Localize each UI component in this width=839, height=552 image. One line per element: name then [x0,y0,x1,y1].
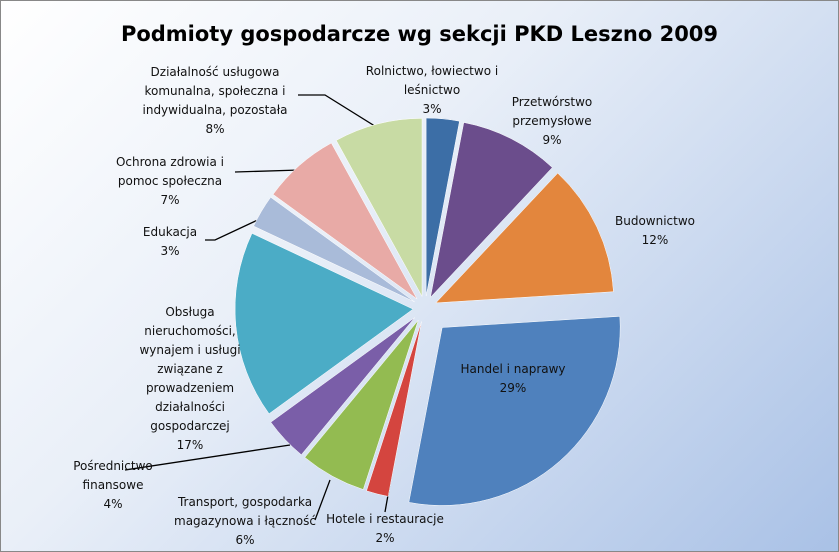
leader-line [314,479,331,521]
category-label: Działalność usługowa komunalna, społeczn… [142,65,288,117]
leader-line [298,94,379,129]
value-label: 12% [641,233,669,247]
value-label: 2% [375,531,395,545]
category-label: Hotele i restauracje [326,512,444,526]
data-label: Obsługa nieruchomości, wynajem i usługi … [130,303,250,455]
category-label: Przetwórstwo przemysłowe [511,95,593,128]
category-label: Handel i naprawy [460,362,566,376]
chart-title: Podmioty gospodarcze wg sekcji PKD Leszn… [120,22,719,46]
leader-line [205,217,263,241]
data-label: Edukacja 3% [125,223,215,261]
data-label: Działalność usługowa komunalna, społeczn… [135,63,295,139]
category-label: Ochrona zdrowia i pomoc społeczna [115,155,224,188]
value-label: 17% [176,438,204,452]
pie-slice [408,316,621,506]
pie-slice [270,317,415,456]
leader-line [124,444,291,471]
data-label: Hotele i restauracje 2% [310,510,460,548]
data-label: Handel i naprawy 29% [448,360,578,398]
data-label: Ochrona zdrowia i pomoc społeczna 7% [95,153,245,210]
value-label: 7% [160,193,180,207]
pie-slice [430,122,553,299]
data-label: Przetwórstwo przemysłowe 9% [497,93,607,150]
value-label: 29% [499,381,527,395]
pie-slice [366,321,422,497]
value-label: 3% [422,102,442,116]
value-label: 9% [542,133,562,147]
category-label: Rolnictwo, łowiectwo i leśnictwo [365,64,499,97]
value-label: 8% [205,122,225,136]
pie-slice [425,117,460,297]
pie-slice [272,142,418,300]
pie-slice [435,172,614,304]
category-label: Obsługa nieruchomości, wynajem i usługi … [139,305,241,433]
pie-slice [304,320,419,490]
leader-line [234,169,301,173]
category-label: Transport, gospodarka magazynowa i łączn… [174,495,316,528]
data-label: Rolnictwo, łowiectwo i leśnictwo 3% [352,62,512,119]
pie-slice [234,233,414,415]
category-label: Pośrednictwo finansowe [73,459,153,492]
category-label: Edukacja [142,225,198,239]
value-label: 6% [235,533,255,547]
data-label: Pośrednictwo finansowe 4% [58,457,168,514]
value-label: 4% [103,497,123,511]
value-label: 3% [160,244,180,258]
pie-slice [253,196,415,303]
data-label: Budownictwo 12% [605,212,705,250]
category-label: Budownictwo [614,214,695,228]
pie-slice [335,118,423,297]
data-label: Transport, gospodarka magazynowa i łączn… [150,493,340,550]
